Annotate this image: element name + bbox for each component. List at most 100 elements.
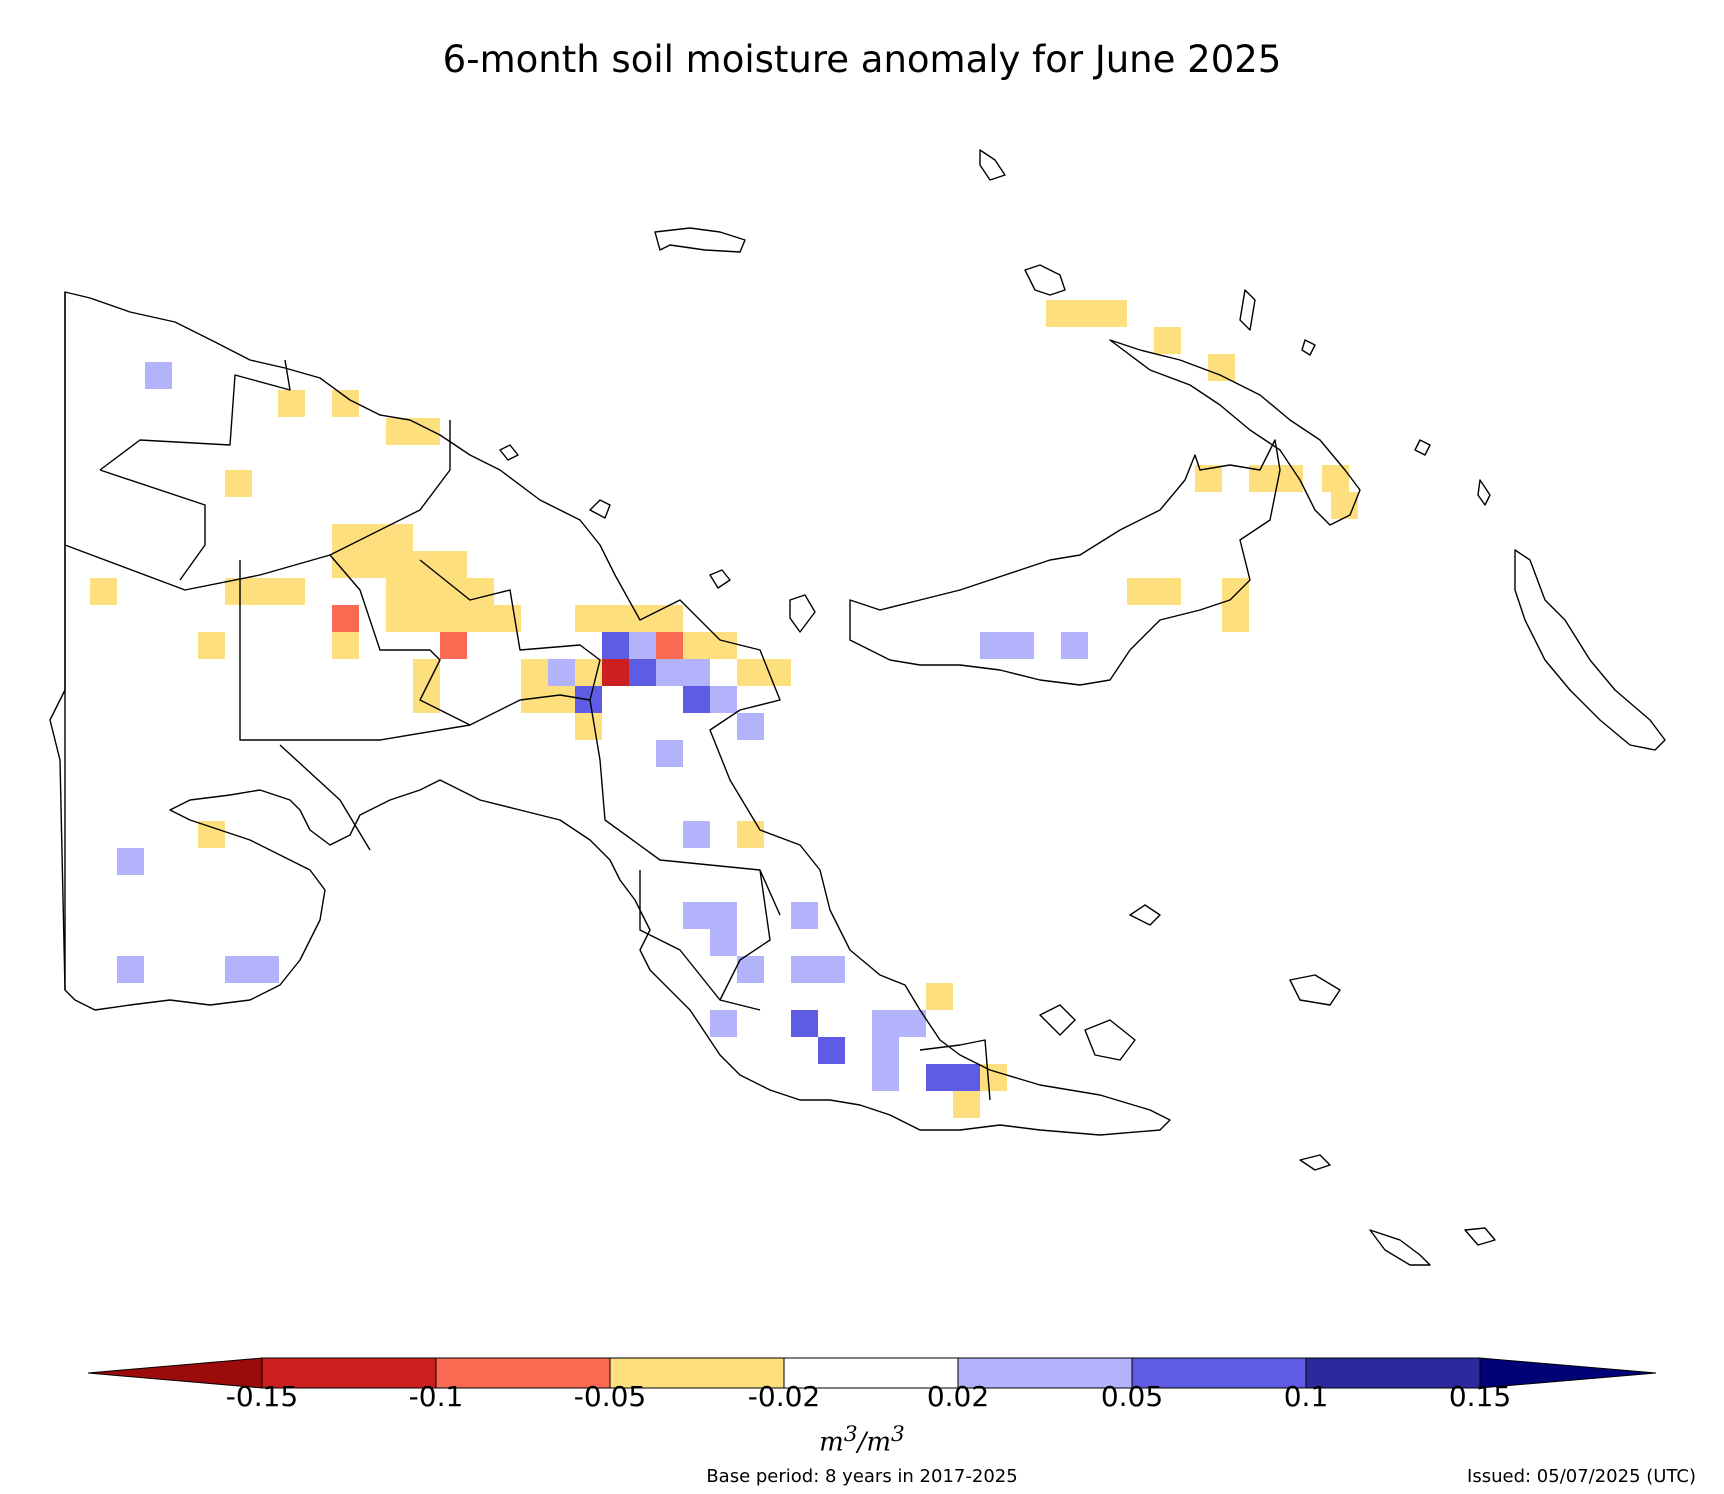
anomaly-cell [440,551,467,578]
new-ireland-coastline [1109,339,1361,526]
mainland-coastline [64,291,1171,1136]
province-boundary [279,744,371,851]
anomaly-cell [980,632,1007,659]
anomaly-cell [953,1091,980,1118]
anomaly-cell [225,956,252,983]
anomaly-cell [710,1010,737,1037]
island-coastline [1129,904,1161,926]
anomaly-cell [872,1037,899,1064]
anomaly-cell [252,956,279,983]
anomaly-cell [791,956,818,983]
anomaly-cell [521,659,548,686]
island-coastline [1039,1004,1076,1036]
anomaly-cell [872,1010,899,1037]
island-coastline [1464,1227,1496,1246]
anomaly-cell [145,362,172,389]
anomaly-cell [791,902,818,929]
bougainville-coastline [1514,549,1666,751]
province-boundary [719,869,771,1001]
colorbar-segment [609,1357,785,1389]
island-coastline [1084,1019,1136,1061]
colorbar-segment [1305,1357,1481,1389]
anomaly-cell [359,551,386,578]
anomaly-cell [683,902,710,929]
anomaly-cell [629,632,656,659]
anomaly-cell [602,632,629,659]
anomaly-cell [953,1064,980,1091]
map-title: 6-month soil moisture anomaly for June 2… [442,38,1282,81]
anomaly-cell [710,929,737,956]
anomaly-cell [386,418,413,445]
province-boundary [419,559,601,701]
anomaly-cell [737,956,764,983]
province-boundary [919,1039,991,1101]
colorbar [87,1357,1657,1389]
anomaly-cell [440,632,467,659]
island-coastline [1024,264,1066,296]
island-coastline [1369,1229,1431,1266]
colorbar-unit-label: m3/m3 [819,1422,905,1458]
province-boundary [639,870,761,1011]
anomaly-cell [656,659,683,686]
anomaly-cell [90,578,117,605]
anomaly-cell [737,713,764,740]
anomaly-cell [467,605,494,632]
anomaly-cell [413,418,440,445]
anomaly-cell [656,740,683,767]
anomaly-cell [278,390,305,417]
anomaly-cell [440,578,467,605]
base-period-note: Base period: 8 years in 2017-2025 [706,1466,1018,1487]
colorbar-tick-label: -0.05 [573,1380,647,1413]
manus-coastline [654,227,746,253]
anomaly-cell [683,659,710,686]
anomaly-cell [926,983,953,1010]
anomaly-cell [710,632,737,659]
anomaly-cell [710,902,737,929]
anomaly-cell [225,470,252,497]
island-coastline [589,499,611,519]
anomaly-cell [575,713,602,740]
anomaly-cell [386,551,413,578]
island-coastline [709,569,731,589]
colorbar-segment [435,1357,611,1389]
island-coastline [1301,339,1316,356]
province-boundary [329,554,471,726]
island-coastline [979,149,1006,181]
anomaly-cell [386,524,413,551]
anomaly-cell [467,578,494,605]
colorbar-tick-label: -0.15 [225,1380,299,1413]
coastlines [49,149,1666,1266]
colorbar-tick-label: -0.1 [408,1380,464,1413]
anomaly-cell [1007,632,1034,659]
colorbar-tick-label: 0.02 [926,1380,990,1413]
anomaly-cell [737,659,764,686]
anomaly-cell [602,605,629,632]
anomaly-cell [683,686,710,713]
anomaly-cell [818,956,845,983]
anomaly-cell [656,632,683,659]
anomaly-cell [1046,300,1073,327]
soil-moisture-map [49,149,1666,1266]
colorbar-tick-label: -0.02 [747,1380,821,1413]
anomaly-cell [548,686,575,713]
anomaly-cell [117,956,144,983]
anomaly-cell [225,578,252,605]
anomaly-cell [926,1064,953,1091]
international-border [49,292,66,991]
island-coastline [1289,974,1341,1006]
island-coastline [789,594,816,633]
anomaly-cell [1154,327,1181,354]
colorbar-segment [783,1357,959,1389]
island-coastline [499,444,519,461]
anomaly-cell [1154,578,1181,605]
province-boundary [99,359,291,471]
anomaly-cell [1073,300,1100,327]
anomaly-cell [278,578,305,605]
colorbar-tick-label: 0.15 [1448,1380,1512,1413]
anomaly-cell [440,605,467,632]
anomaly-cell [332,390,359,417]
anomaly-cell [683,632,710,659]
anomaly-cell [198,821,225,848]
anomaly-cell [683,821,710,848]
anomaly-cell [413,659,440,686]
